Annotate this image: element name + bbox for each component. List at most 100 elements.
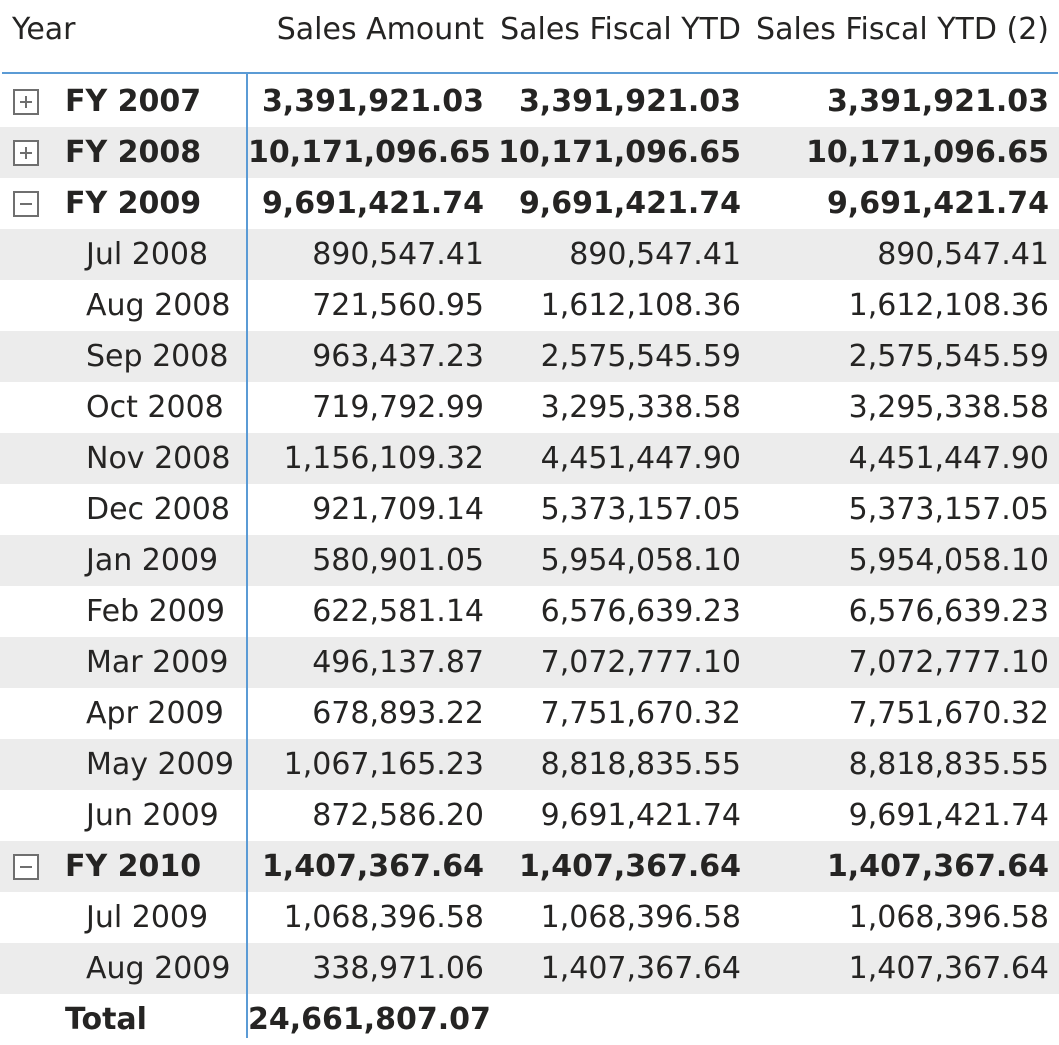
sales-fiscal-ytd-cell: 1,407,367.64 (540, 951, 741, 986)
sales-amount-cell: 580,901.05 (312, 543, 484, 578)
sales-fiscal-ytd-2-cell: 5,954,058.10 (848, 543, 1049, 578)
sales-fiscal-ytd-cell: 2,575,545.59 (540, 339, 741, 374)
row-label: Feb 2009 (86, 594, 225, 629)
fiscal-year-row[interactable]: FY 2007 3,391,921.03 3,391,921.03 3,391,921… (0, 76, 1059, 127)
sales-amount-cell: 496,137.87 (312, 645, 484, 680)
sales-fiscal-ytd-cell: 1,612,108.36 (540, 288, 741, 323)
collapse-icon[interactable] (13, 191, 39, 217)
sales-fiscal-ytd-2-cell: 10,171,096.65 (806, 135, 1049, 170)
month-row[interactable]: Jul 2009 1,068,396.58 1,068,396.58 1,068,39… (0, 892, 1059, 943)
sales-amount-cell: 338,971.06 (312, 951, 484, 986)
row-label: FY 2008 (65, 135, 202, 170)
column-header-year[interactable]: Year (12, 12, 76, 47)
sales-fiscal-ytd-cell: 3,391,921.03 (518, 84, 741, 119)
sales-fiscal-ytd-cell (494, 994, 741, 1045)
sales-amount-cell: 721,560.95 (312, 288, 484, 323)
sales-amount-cell: 719,792.99 (312, 390, 484, 425)
sales-fiscal-ytd-2-cell: 890,547.41 (877, 237, 1049, 272)
row-label: Jul 2009 (86, 900, 209, 935)
row-label: FY 2010 (65, 849, 202, 884)
sales-fiscal-ytd-2-cell (752, 994, 1049, 1045)
row-header-divider (246, 72, 248, 1038)
month-row[interactable]: Nov 2008 1,156,109.32 4,451,447.90 4,451,44… (0, 433, 1059, 484)
sales-amount-cell: 10,171,096.65 (248, 135, 491, 170)
sales-fiscal-ytd-cell: 5,373,157.05 (540, 492, 741, 527)
sales-amount-cell: 9,691,421.74 (261, 186, 484, 221)
sales-fiscal-ytd-cell: 3,295,338.58 (540, 390, 741, 425)
month-row[interactable]: May 2009 1,067,165.23 8,818,835.55 8,818,83… (0, 739, 1059, 790)
sales-amount-cell: 1,068,396.58 (283, 900, 484, 935)
row-label: Oct 2008 (86, 390, 224, 425)
sales-amount-cell: 678,893.22 (312, 696, 484, 731)
row-label: FY 2009 (65, 186, 202, 221)
sales-fiscal-ytd-2-cell: 7,751,670.32 (848, 696, 1049, 731)
sales-amount-cell: 963,437.23 (312, 339, 484, 374)
row-label: Mar 2009 (86, 645, 229, 680)
month-row[interactable]: Feb 2009 622,581.14 6,576,639.23 6,576,639.… (0, 586, 1059, 637)
sales-fiscal-ytd-cell: 9,691,421.74 (540, 798, 741, 833)
sales-fiscal-ytd-2-cell: 2,575,545.59 (848, 339, 1049, 374)
sales-fiscal-ytd-cell: 7,751,670.32 (540, 696, 741, 731)
sales-fiscal-ytd-cell: 6,576,639.23 (540, 594, 741, 629)
month-row[interactable]: Jul 2008 890,547.41 890,547.41 890,547.41 (0, 229, 1059, 280)
month-row[interactable]: Jun 2009 872,586.20 9,691,421.74 9,691,421.… (0, 790, 1059, 841)
sales-amount-cell: 921,709.14 (312, 492, 484, 527)
month-row[interactable]: Apr 2009 678,893.22 7,751,670.32 7,751,670.… (0, 688, 1059, 739)
sales-amount-cell: 622,581.14 (312, 594, 484, 629)
row-label: Jul 2008 (86, 237, 209, 272)
sales-fiscal-ytd-2-cell: 9,691,421.74 (848, 798, 1049, 833)
row-label: Jun 2009 (86, 798, 219, 833)
sales-amount-cell: 24,661,807.07 (248, 1002, 491, 1037)
sales-amount-cell: 872,586.20 (312, 798, 484, 833)
sales-fiscal-ytd-cell: 9,691,421.74 (518, 186, 741, 221)
sales-fiscal-ytd-cell: 1,068,396.58 (540, 900, 741, 935)
row-label: Jan 2009 (86, 543, 219, 578)
sales-fiscal-ytd-cell: 7,072,777.10 (540, 645, 741, 680)
sales-fiscal-ytd-2-cell: 1,407,367.64 (848, 951, 1049, 986)
sales-fiscal-ytd-cell: 5,954,058.10 (540, 543, 741, 578)
sales-fiscal-ytd-2-cell: 1,407,367.64 (826, 849, 1049, 884)
month-row[interactable]: Aug 2009 338,971.06 1,407,367.64 1,407,367.… (0, 943, 1059, 994)
fiscal-year-row[interactable]: FY 2009 9,691,421.74 9,691,421.74 9,691,421… (0, 178, 1059, 229)
row-label: Dec 2008 (86, 492, 230, 527)
header-divider (2, 72, 1058, 74)
sales-fiscal-ytd-2-cell: 3,391,921.03 (826, 84, 1049, 119)
total-row[interactable]: Total 24,661,807.07 (0, 994, 1059, 1045)
row-label: Aug 2009 (86, 951, 231, 986)
row-label: May 2009 (86, 747, 234, 782)
sales-fiscal-ytd-2-cell: 7,072,777.10 (848, 645, 1049, 680)
row-label: FY 2007 (65, 84, 202, 119)
column-header-sales-fiscal-ytd[interactable]: Sales Fiscal YTD (500, 12, 741, 47)
month-row[interactable]: Mar 2009 496,137.87 7,072,777.10 7,072,777.… (0, 637, 1059, 688)
sales-fiscal-ytd-cell: 890,547.41 (569, 237, 741, 272)
fiscal-year-row[interactable]: FY 2008 10,171,096.65 10,171,096.65 10,171,… (0, 127, 1059, 178)
sales-fiscal-ytd-cell: 4,451,447.90 (540, 441, 741, 476)
column-header-sales-fiscal-ytd-2[interactable]: Sales Fiscal YTD (2) (756, 12, 1049, 47)
month-row[interactable]: Dec 2008 921,709.14 5,373,157.05 5,373,157.… (0, 484, 1059, 535)
fiscal-year-row[interactable]: FY 2010 1,407,367.64 1,407,367.64 1,407,367… (0, 841, 1059, 892)
month-row[interactable]: Sep 2008 963,437.23 2,575,545.59 2,575,545.… (0, 331, 1059, 382)
row-label: Sep 2008 (86, 339, 229, 374)
sales-fiscal-ytd-2-cell: 5,373,157.05 (848, 492, 1049, 527)
month-row[interactable]: Oct 2008 719,792.99 3,295,338.58 3,295,338.… (0, 382, 1059, 433)
sales-amount-cell: 890,547.41 (312, 237, 484, 272)
expand-icon[interactable] (13, 140, 39, 166)
sales-fiscal-ytd-2-cell: 1,612,108.36 (848, 288, 1049, 323)
column-header-sales-amount[interactable]: Sales Amount (276, 12, 484, 47)
month-row[interactable]: Jan 2009 580,901.05 5,954,058.10 5,954,058.… (0, 535, 1059, 586)
sales-fiscal-ytd-2-cell: 6,576,639.23 (848, 594, 1049, 629)
expand-icon[interactable] (13, 89, 39, 115)
sales-amount-cell: 1,407,367.64 (261, 849, 484, 884)
collapse-icon[interactable] (13, 854, 39, 880)
month-row[interactable]: Aug 2008 721,560.95 1,612,108.36 1,612,108.… (0, 280, 1059, 331)
sales-fiscal-ytd-2-cell: 8,818,835.55 (848, 747, 1049, 782)
header-row: Year Sales Amount Sales Fiscal YTD Sales… (0, 0, 1059, 72)
sales-fiscal-ytd-2-cell: 4,451,447.90 (848, 441, 1049, 476)
sales-fiscal-ytd-cell: 8,818,835.55 (540, 747, 741, 782)
sales-fiscal-ytd-2-cell: 1,068,396.58 (848, 900, 1049, 935)
sales-amount-cell: 1,067,165.23 (283, 747, 484, 782)
sales-fiscal-ytd-cell: 1,407,367.64 (518, 849, 741, 884)
sales-fiscal-ytd-cell: 10,171,096.65 (498, 135, 741, 170)
sales-fiscal-ytd-2-cell: 9,691,421.74 (826, 186, 1049, 221)
